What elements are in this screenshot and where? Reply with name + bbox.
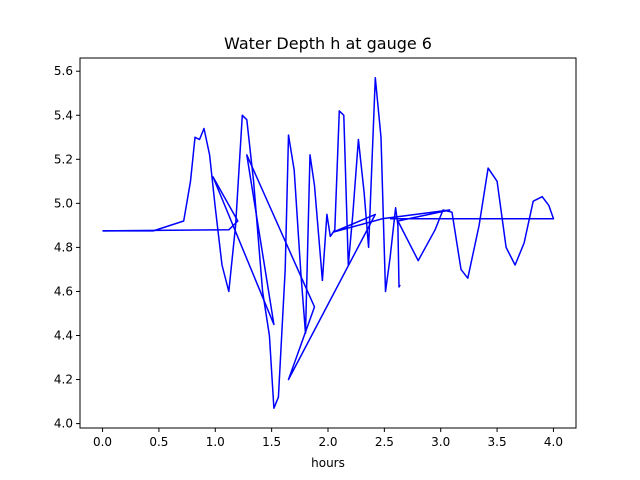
plot-frame	[79, 57, 577, 429]
y-tick-label: 5.2	[54, 152, 73, 166]
y-tick-label: 4.6	[54, 284, 73, 298]
y-tick-label: 4.2	[54, 373, 73, 387]
series-line-1	[102, 154, 555, 381]
x-tick-label: 4.0	[544, 435, 563, 449]
y-tick-label: 5.6	[54, 64, 73, 78]
x-tick-label: 2.5	[375, 435, 394, 449]
x-axis: 0.0 0.5 1.0 1.5 2.0 2.5 3.0 3.5 4.0	[93, 428, 563, 449]
x-axis-label: hours	[311, 456, 345, 470]
x-tick-label: 3.5	[488, 435, 507, 449]
x-tick-label: 0.5	[149, 435, 168, 449]
chart-title: Water Depth h at gauge 6	[224, 34, 432, 53]
y-axis: 4.0 4.2 4.4 4.6 4.8 5.0 5.2 5.4 5.6	[54, 64, 80, 431]
y-tick-label: 5.0	[54, 196, 73, 210]
x-tick-label: 0.0	[93, 435, 112, 449]
y-tick-label: 4.0	[54, 417, 73, 431]
y-tick-label: 5.4	[54, 108, 73, 122]
x-tick-label: 1.5	[262, 435, 281, 449]
series-line-0	[102, 77, 401, 409]
y-tick-label: 4.8	[54, 240, 73, 254]
series-lines	[102, 77, 555, 409]
x-tick-label: 3.0	[431, 435, 450, 449]
x-tick-label: 2.0	[318, 435, 337, 449]
x-tick-label: 1.0	[206, 435, 225, 449]
y-tick-label: 4.4	[54, 329, 73, 343]
